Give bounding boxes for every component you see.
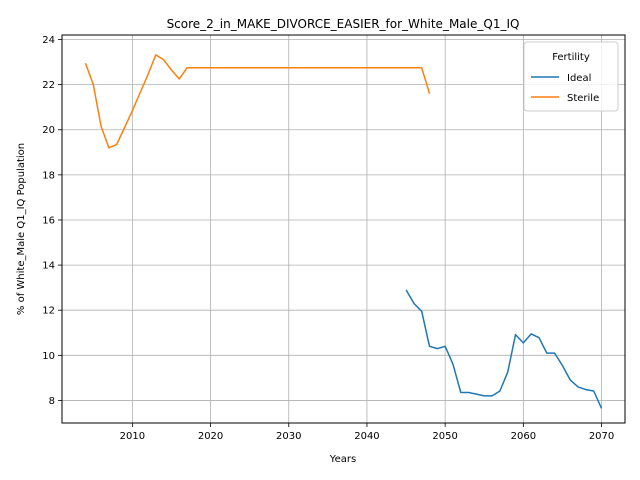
y-axis-label: % of White_Male Q1_IQ Population bbox=[16, 143, 27, 315]
series-line-ideal bbox=[405, 289, 603, 409]
grid bbox=[62, 35, 625, 423]
legend: Fertility Ideal Sterile bbox=[523, 41, 619, 112]
y-tick-label: 18 bbox=[42, 170, 55, 181]
x-tick-label: 2030 bbox=[276, 431, 301, 442]
x-tick-label: 2010 bbox=[120, 431, 145, 442]
y-tick-label: 20 bbox=[42, 125, 55, 136]
y-tick-label: 10 bbox=[42, 351, 55, 362]
y-tick-label: 22 bbox=[42, 80, 55, 91]
series-lines bbox=[84, 54, 603, 409]
x-axis-label: Years bbox=[329, 454, 356, 465]
x-tick-label: 2050 bbox=[432, 431, 457, 442]
x-tick-label: 2020 bbox=[198, 431, 223, 442]
chart-title: Score_2_in_MAKE_DIVORCE_EASIER_for_White… bbox=[167, 17, 520, 31]
y-axis-ticks: 8 10 12 14 16 18 20 22 24 bbox=[42, 35, 62, 407]
legend-label-sterile: Sterile bbox=[567, 93, 599, 104]
x-tick-label: 2040 bbox=[354, 431, 379, 442]
y-tick-label: 12 bbox=[42, 306, 55, 317]
x-tick-label: 2070 bbox=[589, 431, 614, 442]
x-axis-ticks: 2010 2020 2030 2040 2050 2060 2070 bbox=[120, 423, 614, 442]
y-tick-label: 8 bbox=[49, 396, 55, 407]
legend-title: Fertility bbox=[552, 52, 590, 63]
y-tick-label: 14 bbox=[42, 261, 55, 272]
y-tick-label: 16 bbox=[42, 215, 55, 226]
plot-frame bbox=[61, 34, 626, 424]
y-tick-label: 24 bbox=[42, 35, 55, 46]
legend-box bbox=[523, 41, 619, 112]
series-line-sterile bbox=[84, 54, 431, 149]
x-tick-label: 2060 bbox=[511, 431, 536, 442]
legend-label-ideal: Ideal bbox=[567, 73, 591, 84]
